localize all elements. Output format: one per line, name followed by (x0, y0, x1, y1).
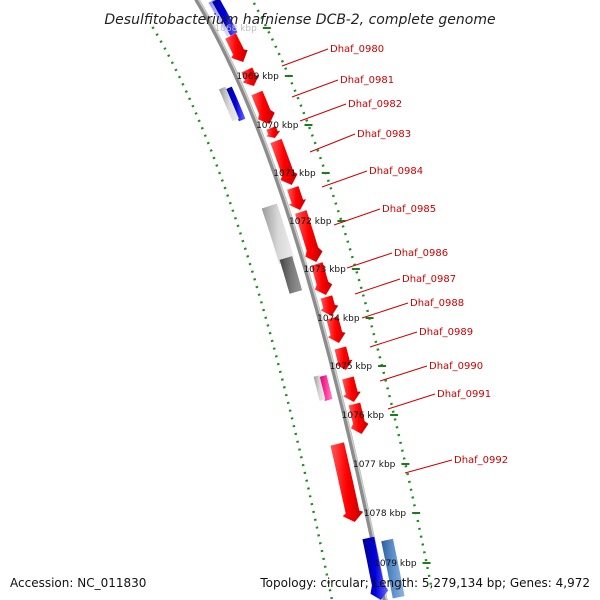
gene-label: Dhaf_0988 (410, 298, 464, 309)
tick-labels: 1068 kbp 1069 kbp 1070 kbp 1071 kbp 1072 kbp… (214, 24, 431, 569)
gene-label: Dhaf_0990 (429, 361, 483, 372)
gene-leader-line (333, 208, 381, 226)
cds-feature (251, 90, 275, 124)
cds-feature (326, 316, 346, 343)
cds-feature (279, 256, 303, 294)
genome-backbone-highlight (197, 0, 388, 600)
tick-label: 1069 kbp (236, 72, 279, 82)
tick-label: 1071 kbp (273, 169, 316, 179)
cds-feature (348, 402, 369, 434)
gene-labels: Dhaf_0980 Dhaf_0981 Dhaf_0982 Dhaf_0983 Dhaf… (281, 44, 508, 474)
tick-label: 1076 kbp (342, 411, 385, 421)
gene-label: Dhaf_0987 (402, 274, 456, 285)
cds-feature (342, 376, 361, 402)
cds-feature (218, 86, 239, 122)
gene-leader-line (309, 133, 356, 153)
tick-label: 1075 kbp (330, 362, 373, 372)
tick-label: 1078 kbp (364, 509, 407, 519)
cds-feature (318, 375, 333, 401)
gene-leader-line (291, 79, 339, 98)
cds-features (208, 0, 405, 600)
cds-feature (241, 67, 259, 86)
cds-feature (270, 138, 298, 185)
tick-label: 1074 kbp (317, 314, 360, 324)
cds-feature (313, 375, 326, 401)
tick-label: 1073 kbp (303, 265, 346, 275)
map-title: Desulfitobacterium hafniense DCB-2, comp… (104, 12, 495, 28)
outer-tick-track (151, 26, 334, 600)
gene-leader-line (281, 48, 329, 67)
gene-leader-line (299, 103, 347, 122)
gene-label: Dhaf_0982 (348, 99, 402, 110)
cds-feature (225, 86, 246, 122)
cds-feature (261, 203, 295, 265)
cds-feature (330, 442, 364, 522)
gene-leader-line (369, 331, 418, 348)
gene-label: Dhaf_0992 (454, 455, 508, 466)
gene-leader-line (404, 459, 453, 474)
gene-leader-line (321, 170, 368, 188)
gene-label: Dhaf_0981 (340, 75, 394, 86)
gene-label: Dhaf_0986 (394, 248, 448, 259)
accession-text: Accession: NC_011830 (10, 576, 146, 590)
genome-info-text: Topology: circular; Length: 5,279,134 bp… (259, 576, 590, 590)
tick-label: 1068 kbp (214, 24, 257, 34)
cds-feature (334, 346, 353, 370)
inner-tick-track (250, 0, 434, 591)
tick-label: 1077 kbp (353, 460, 396, 470)
cds-feature (212, 0, 238, 36)
tick-label: 1070 kbp (256, 121, 299, 131)
gene-label: Dhaf_0985 (382, 204, 436, 215)
cds-feature (311, 262, 333, 295)
gene-leader-line (354, 278, 401, 295)
cds-feature (362, 536, 389, 600)
tick-label: 1079 kbp (374, 559, 417, 569)
genome-backbone (194, 0, 388, 600)
gene-leader-line (379, 365, 428, 382)
tick-label: 1072 kbp (289, 217, 332, 227)
gene-leader-line (346, 252, 393, 269)
gene-leader-line (387, 393, 436, 410)
gene-label: Dhaf_0983 (357, 129, 411, 140)
cds-feature (295, 210, 323, 262)
cds-feature (287, 186, 306, 210)
cds-feature (225, 33, 248, 62)
gene-leader-line (361, 302, 409, 319)
cds-feature (266, 126, 281, 138)
cds-feature (320, 295, 339, 316)
gene-label: Dhaf_0984 (369, 166, 423, 177)
gene-label: Dhaf_0989 (419, 327, 473, 338)
gene-label: Dhaf_0991 (437, 389, 491, 400)
cds-feature (381, 538, 405, 599)
gene-label: Dhaf_0980 (330, 44, 384, 55)
